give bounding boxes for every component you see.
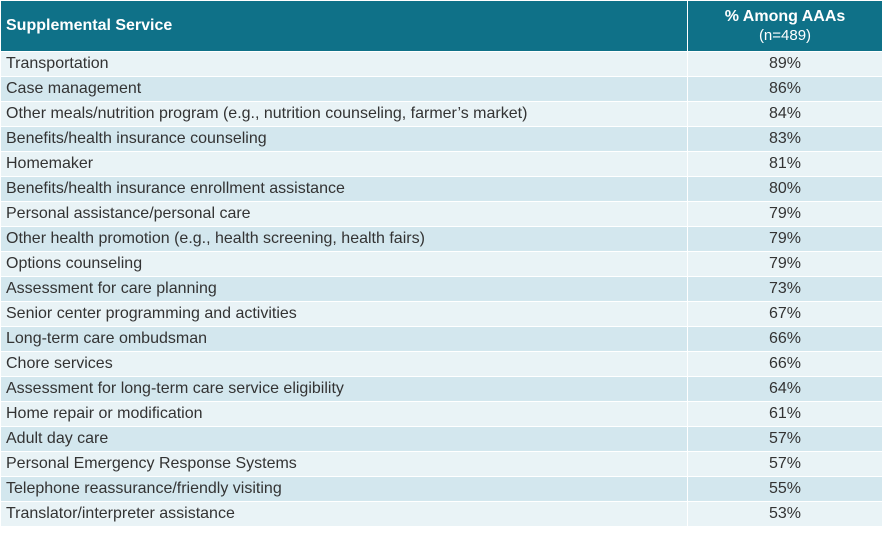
table-row: Other meals/nutrition program (e.g., nut… [0, 101, 883, 127]
header-percent: % Among AAAs (n=489) [687, 0, 883, 52]
percent-cell: 55% [687, 476, 883, 502]
percent-cell: 81% [687, 151, 883, 177]
table-header: Supplemental Service % Among AAAs (n=489… [0, 0, 883, 52]
percent-cell: 67% [687, 301, 883, 327]
percent-cell: 86% [687, 76, 883, 102]
service-cell: Chore services [0, 351, 688, 377]
percent-cell: 84% [687, 101, 883, 127]
service-cell: Long-term care ombudsman [0, 326, 688, 352]
service-cell: Personal Emergency Response Systems [0, 451, 688, 477]
service-cell: Other health promotion (e.g., health scr… [0, 226, 688, 252]
service-cell: Translator/interpreter assistance [0, 501, 688, 527]
table-row: Adult day care 57% [0, 426, 883, 452]
table-row: Assessment for long-term care service el… [0, 376, 883, 402]
table-row: Other health promotion (e.g., health scr… [0, 226, 883, 252]
table-row: Benefits/health insurance enrollment ass… [0, 176, 883, 202]
percent-cell: 66% [687, 351, 883, 377]
service-cell: Adult day care [0, 426, 688, 452]
supplemental-services-table: Supplemental Service % Among AAAs (n=489… [0, 0, 883, 527]
percent-cell: 53% [687, 501, 883, 527]
header-service: Supplemental Service [0, 0, 688, 52]
service-cell: Case management [0, 76, 688, 102]
percent-cell: 57% [687, 426, 883, 452]
table-row: Translator/interpreter assistance 53% [0, 501, 883, 527]
percent-cell: 79% [687, 226, 883, 252]
table-row: Home repair or modification 61% [0, 401, 883, 427]
table-body: Transportation 89% Case management 86% Other… [0, 51, 883, 527]
service-cell: Homemaker [0, 151, 688, 177]
service-cell: Other meals/nutrition program (e.g., nut… [0, 101, 688, 127]
percent-cell: 57% [687, 451, 883, 477]
table-row: Long-term care ombudsman 66% [0, 326, 883, 352]
service-cell: Benefits/health insurance counseling [0, 126, 688, 152]
percent-cell: 79% [687, 251, 883, 277]
percent-cell: 61% [687, 401, 883, 427]
table-row: Personal assistance/personal care 79% [0, 201, 883, 227]
table-row: Options counseling 79% [0, 251, 883, 277]
header-percent-label: % Among AAAs [724, 8, 846, 25]
percent-cell: 66% [687, 326, 883, 352]
service-cell: Benefits/health insurance enrollment ass… [0, 176, 688, 202]
percent-cell: 80% [687, 176, 883, 202]
percent-cell: 64% [687, 376, 883, 402]
table-row: Telephone reassurance/friendly visiting 5… [0, 476, 883, 502]
service-cell: Telephone reassurance/friendly visiting [0, 476, 688, 502]
table-row: Chore services 66% [0, 351, 883, 377]
service-cell: Personal assistance/personal care [0, 201, 688, 227]
service-cell: Senior center programming and activities [0, 301, 688, 327]
percent-cell: 79% [687, 201, 883, 227]
table-row: Benefits/health insurance counseling 83% [0, 126, 883, 152]
header-row: Supplemental Service % Among AAAs (n=489… [0, 0, 883, 52]
table-row: Senior center programming and activities… [0, 301, 883, 327]
service-cell: Home repair or modification [0, 401, 688, 427]
service-cell: Assessment for long-term care service el… [0, 376, 688, 402]
header-sample-size: (n=489) [758, 27, 812, 44]
table-row: Case management 86% [0, 76, 883, 102]
table-row: Assessment for care planning 73% [0, 276, 883, 302]
table-row: Homemaker 81% [0, 151, 883, 177]
service-cell: Transportation [0, 51, 688, 77]
percent-cell: 89% [687, 51, 883, 77]
service-cell: Assessment for care planning [0, 276, 688, 302]
percent-cell: 83% [687, 126, 883, 152]
table-row: Personal Emergency Response Systems 57% [0, 451, 883, 477]
service-cell: Options counseling [0, 251, 688, 277]
table-row: Transportation 89% [0, 51, 883, 77]
percent-cell: 73% [687, 276, 883, 302]
